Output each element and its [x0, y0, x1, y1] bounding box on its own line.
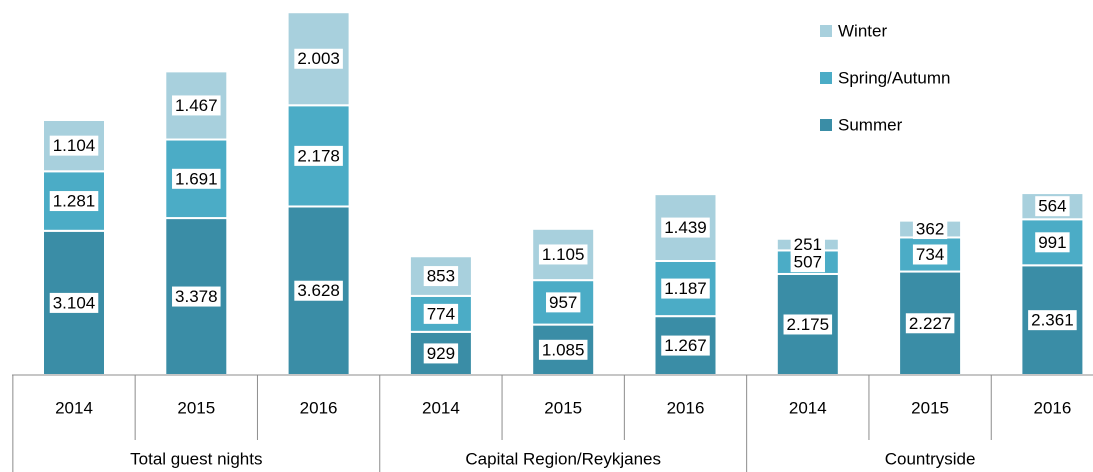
- data-label-bg: [538, 244, 588, 265]
- data-label-bg: [661, 335, 710, 356]
- data-label: 957: [549, 293, 577, 312]
- data-label-bg: [49, 292, 99, 313]
- data-label-bg: [790, 252, 825, 273]
- data-label: 1.187: [664, 279, 707, 298]
- data-label-bg: [172, 95, 221, 116]
- data-label: 251: [794, 235, 822, 254]
- data-label: 2.003: [297, 49, 340, 68]
- data-label: 1.691: [175, 169, 218, 188]
- data-label: 3.378: [175, 287, 218, 306]
- data-label: 1.439: [664, 218, 707, 237]
- data-label-bg: [538, 339, 588, 360]
- data-label: 1.267: [664, 336, 707, 355]
- data-label-bg: [1035, 232, 1070, 253]
- x-tick-label: 2014: [55, 398, 93, 417]
- group-label: Capital Region/Reykjanes: [465, 449, 661, 468]
- data-label: 2.361: [1031, 311, 1074, 330]
- data-label-bg: [1028, 310, 1077, 331]
- group-label: Countryside: [885, 449, 976, 468]
- data-label-bg: [294, 48, 343, 69]
- data-label-bg: [783, 314, 833, 335]
- legend-swatch: [820, 72, 832, 84]
- data-label-bg: [294, 280, 343, 301]
- x-tick-label: 2016: [1033, 398, 1071, 417]
- data-label: 362: [916, 220, 944, 239]
- data-label-bg: [423, 303, 459, 324]
- data-label-bg: [546, 292, 581, 313]
- group-label: Total guest nights: [130, 449, 262, 468]
- data-label-bg: [1035, 196, 1070, 217]
- data-label: 991: [1038, 233, 1066, 252]
- legend-swatch: [820, 119, 832, 131]
- data-label: 2.227: [909, 314, 952, 333]
- data-label-bg: [905, 313, 955, 334]
- legend-swatch: [820, 25, 832, 37]
- bar-segment: [408, 255, 473, 297]
- data-label: 2.178: [297, 146, 340, 165]
- data-label: 1.104: [53, 136, 96, 155]
- data-label-bg: [790, 234, 825, 255]
- x-tick-label: 2015: [544, 398, 582, 417]
- data-label: 1.467: [175, 96, 218, 115]
- x-tick-label: 2014: [422, 398, 460, 417]
- legend-label: Winter: [838, 21, 887, 40]
- x-tick-label: 2015: [911, 398, 949, 417]
- data-label: 3.628: [297, 281, 340, 300]
- data-label-bg: [172, 168, 221, 189]
- data-label-bg: [661, 217, 710, 238]
- data-label: 734: [916, 245, 944, 264]
- data-label: 3.104: [53, 293, 96, 312]
- data-label-bg: [661, 278, 710, 299]
- x-tick-label: 2016: [667, 398, 705, 417]
- x-tick-label: 2014: [789, 398, 827, 417]
- data-label-bg: [294, 145, 343, 166]
- legend-label: Summer: [838, 115, 903, 134]
- data-label: 564: [1038, 197, 1066, 216]
- data-label-bg: [423, 266, 459, 287]
- x-tick-label: 2016: [300, 398, 338, 417]
- data-label-bg: [423, 343, 459, 364]
- x-tick-label: 2015: [177, 398, 215, 417]
- data-label-bg: [912, 244, 948, 265]
- data-label: 507: [794, 253, 822, 272]
- data-label: 929: [427, 344, 455, 363]
- data-label-bg: [912, 219, 948, 240]
- data-label: 1.105: [542, 245, 585, 264]
- data-label: 774: [427, 304, 455, 323]
- legend-label: Spring/Autumn: [838, 68, 950, 87]
- data-label: 2.175: [787, 315, 830, 334]
- data-label-bg: [49, 135, 99, 156]
- data-label: 853: [427, 267, 455, 286]
- data-label-bg: [172, 286, 221, 307]
- data-label-bg: [49, 191, 99, 212]
- data-label: 1.085: [542, 340, 585, 359]
- data-label: 1.281: [53, 192, 96, 211]
